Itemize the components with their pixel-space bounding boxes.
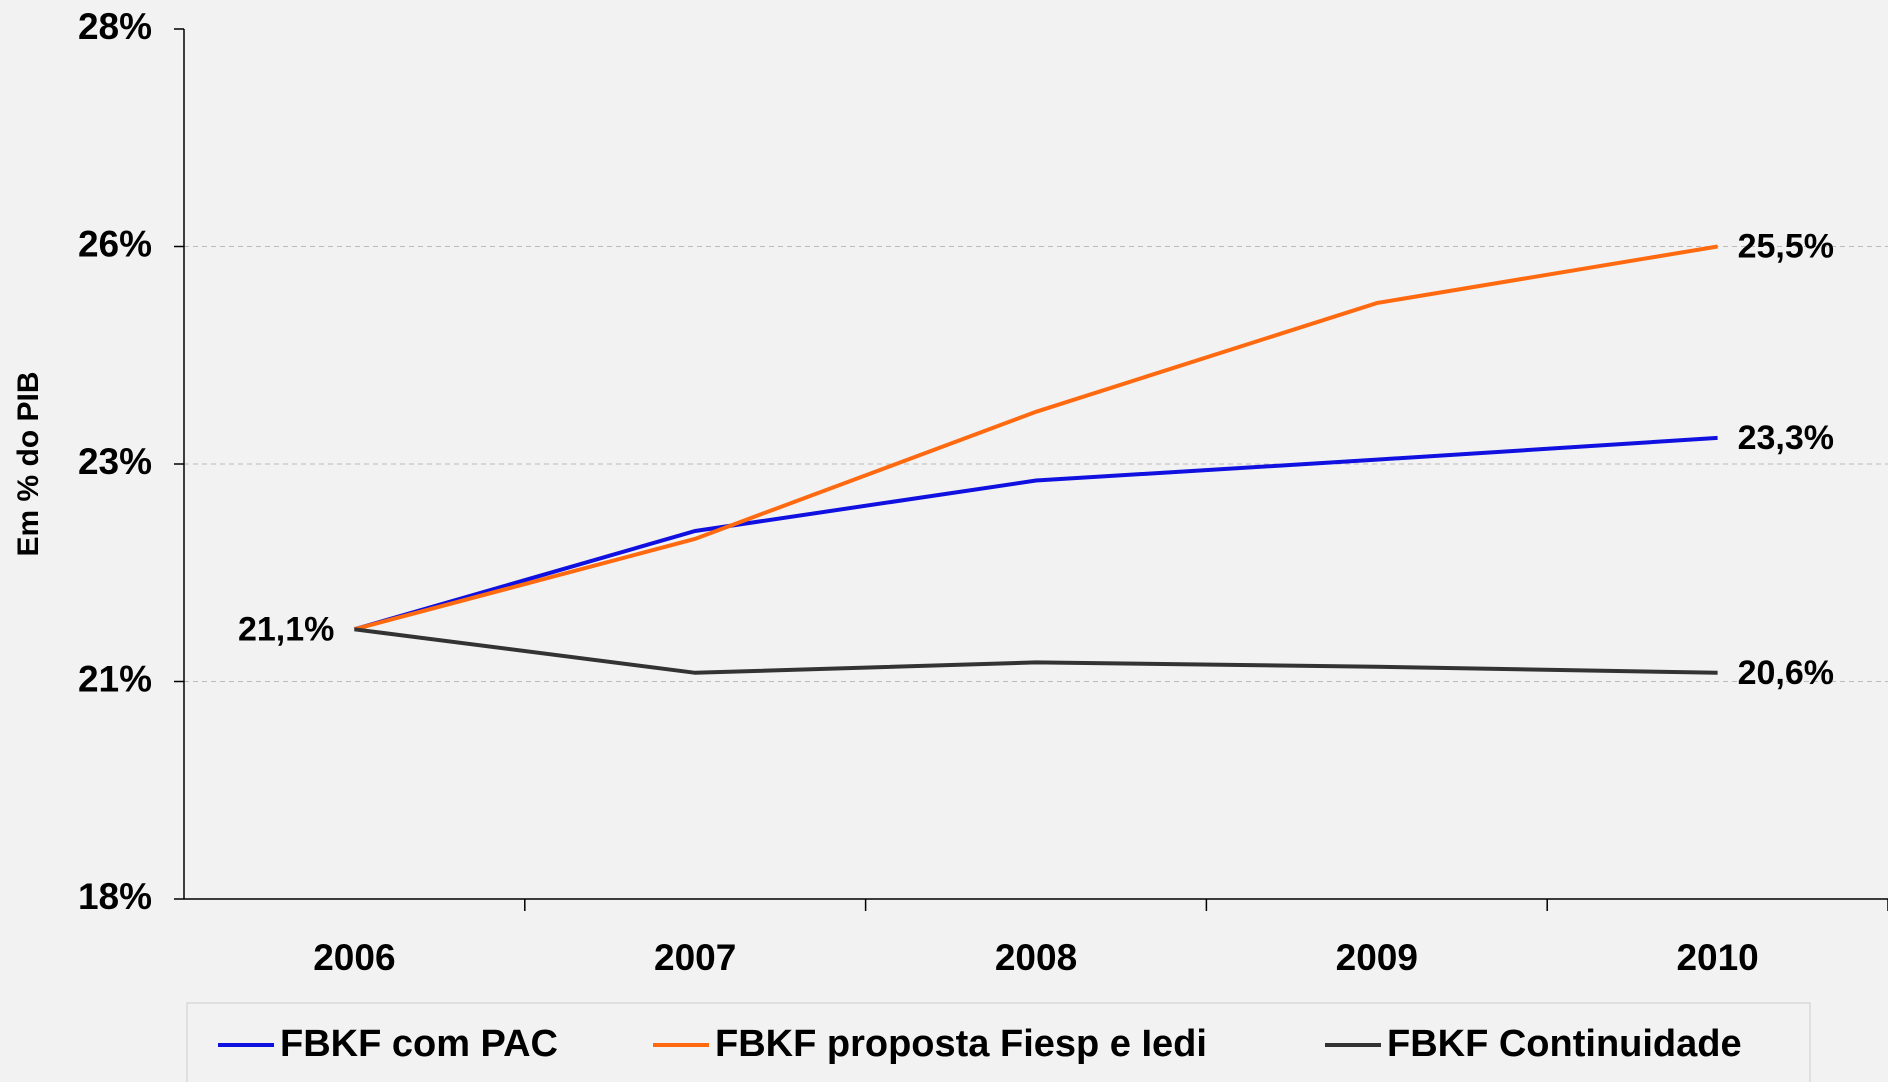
- x-tick-label: 2010: [1676, 937, 1758, 978]
- data-label: 21,1%: [238, 610, 334, 648]
- x-tick-label: 2008: [995, 937, 1077, 978]
- legend-label: FBKF Continuidade: [1387, 1023, 1742, 1065]
- chart: Em % do PIB 18% 21% 23% 26% 28% 2006 2007 2008 2…: [0, 0, 1888, 1082]
- y-tick-label: 21%: [78, 658, 152, 699]
- background: [0, 0, 1888, 1082]
- y-tick-label: 23%: [78, 441, 152, 482]
- y-tick-label: 28%: [78, 6, 152, 47]
- y-tick-label: 18%: [78, 876, 152, 917]
- y-tick-label: 26%: [78, 223, 152, 264]
- data-label: 23,3%: [1738, 419, 1834, 457]
- x-tick-label: 2006: [313, 937, 395, 978]
- x-tick-label: 2009: [1336, 937, 1418, 978]
- x-tick-label: 2007: [654, 937, 736, 978]
- page: Em % do PIB 18% 21% 23% 26% 28% 2006 2007 2008 2…: [0, 0, 1888, 1082]
- data-label: 20,6%: [1738, 654, 1834, 692]
- legend-label: FBKF com PAC: [280, 1023, 558, 1065]
- data-label: 25,5%: [1738, 227, 1834, 265]
- y-axis-label: Em % do PIB: [12, 371, 45, 556]
- legend-label: FBKF proposta Fiesp e Iedi: [715, 1023, 1207, 1065]
